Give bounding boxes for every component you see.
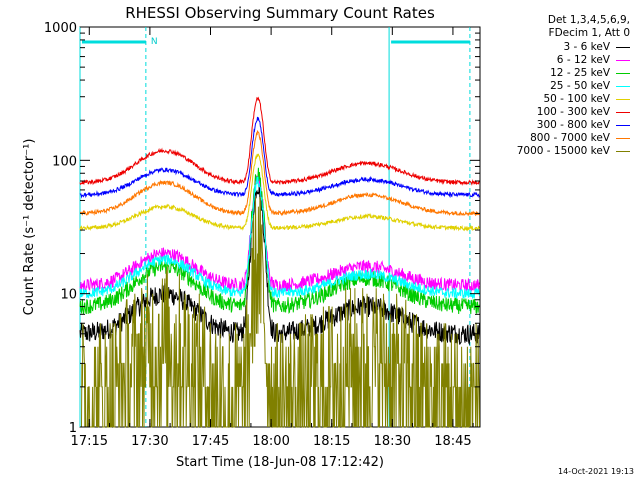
legend-swatch	[616, 137, 630, 139]
legend-item-3: 25 - 50 keV	[550, 80, 630, 93]
x-axis-label: Start Time (18-Jun-08 17:12:42)	[176, 455, 384, 470]
y-tick-label-1: 10	[60, 288, 77, 303]
y-tick-label-0: 1	[69, 421, 77, 436]
y-tick-label-3: 1000	[44, 21, 77, 36]
x-tick-label-6: 18:45	[434, 434, 471, 449]
legend-item-0: 3 - 6 keV	[563, 41, 630, 54]
x-tick-label-2: 17:45	[192, 434, 229, 449]
legend-swatch	[616, 150, 630, 152]
x-tick-label-1: 17:30	[131, 434, 168, 449]
y-tick-label-2: 100	[52, 154, 77, 169]
legend-item-8: 7000 - 15000 keV	[517, 145, 630, 158]
series-line-3	[79, 176, 480, 300]
x-tick-label-0: 17:15	[71, 434, 108, 449]
legend-label: 7000 - 15000 keV	[516, 145, 610, 157]
series-line-7	[80, 129, 480, 217]
generation-timestamp: 14-Oct-2021 19:13	[558, 467, 634, 476]
legend-header-line-1: Det 1,3,4,5,6,9,	[547, 14, 630, 26]
legend-swatch	[616, 46, 630, 48]
legend-swatch	[616, 124, 630, 126]
series-line-6	[79, 116, 480, 199]
chart-title: RHESSI Observing Summary Count Rates	[125, 4, 435, 22]
legend-label: 3 - 6 keV	[563, 41, 610, 53]
y-axis-label: Count Rate (s⁻¹ detector⁻¹)	[22, 139, 37, 316]
legend-item-1: 6 - 12 keV	[557, 54, 630, 67]
legend-item-4: 50 - 100 keV	[543, 93, 630, 106]
legend-item-6: 300 - 800 keV	[537, 119, 630, 132]
legend-label: 12 - 25 keV	[550, 67, 610, 79]
x-tick-label-3: 18:00	[252, 434, 289, 449]
x-tick-label-5: 18:30	[374, 434, 411, 449]
legend-label: 25 - 50 keV	[550, 80, 610, 92]
x-axis: 17:15 17:30 17:45 18:00 18:15 18:30 18:45	[71, 27, 474, 449]
series-line-5	[79, 96, 480, 186]
series-line-8	[80, 196, 480, 428]
series-line-4	[79, 153, 480, 232]
legend-swatch	[616, 85, 630, 87]
legend-swatch	[616, 111, 630, 113]
legend-item-2: 12 - 25 keV	[550, 67, 630, 80]
legend-item-7: 800 - 7000 keV	[530, 132, 630, 145]
saa-marker: N	[151, 37, 158, 47]
legend-label: 6 - 12 keV	[556, 54, 610, 66]
legend-swatch	[616, 72, 630, 74]
series-line-0	[79, 181, 480, 346]
legend-swatch	[616, 59, 630, 61]
legend-header-line-2: FDecim 1, Att 0	[548, 27, 630, 39]
legend-item-5: 100 - 300 keV	[537, 106, 630, 119]
y-axis: 1 10 100 1000	[44, 21, 480, 436]
legend-label: 300 - 800 keV	[536, 119, 610, 131]
series-line-2	[79, 167, 480, 315]
legend-label: 800 - 7000 keV	[530, 132, 610, 144]
x-tick-label-4: 18:15	[313, 434, 350, 449]
legend-swatch	[616, 98, 630, 100]
legend-label: 50 - 100 keV	[543, 93, 610, 105]
series-group	[79, 96, 480, 428]
legend-header: Det 1,3,4,5,6,9, FDecim 1, Att 0	[548, 14, 630, 40]
series-line-1	[79, 173, 480, 293]
legend-label: 100 - 300 keV	[536, 106, 610, 118]
